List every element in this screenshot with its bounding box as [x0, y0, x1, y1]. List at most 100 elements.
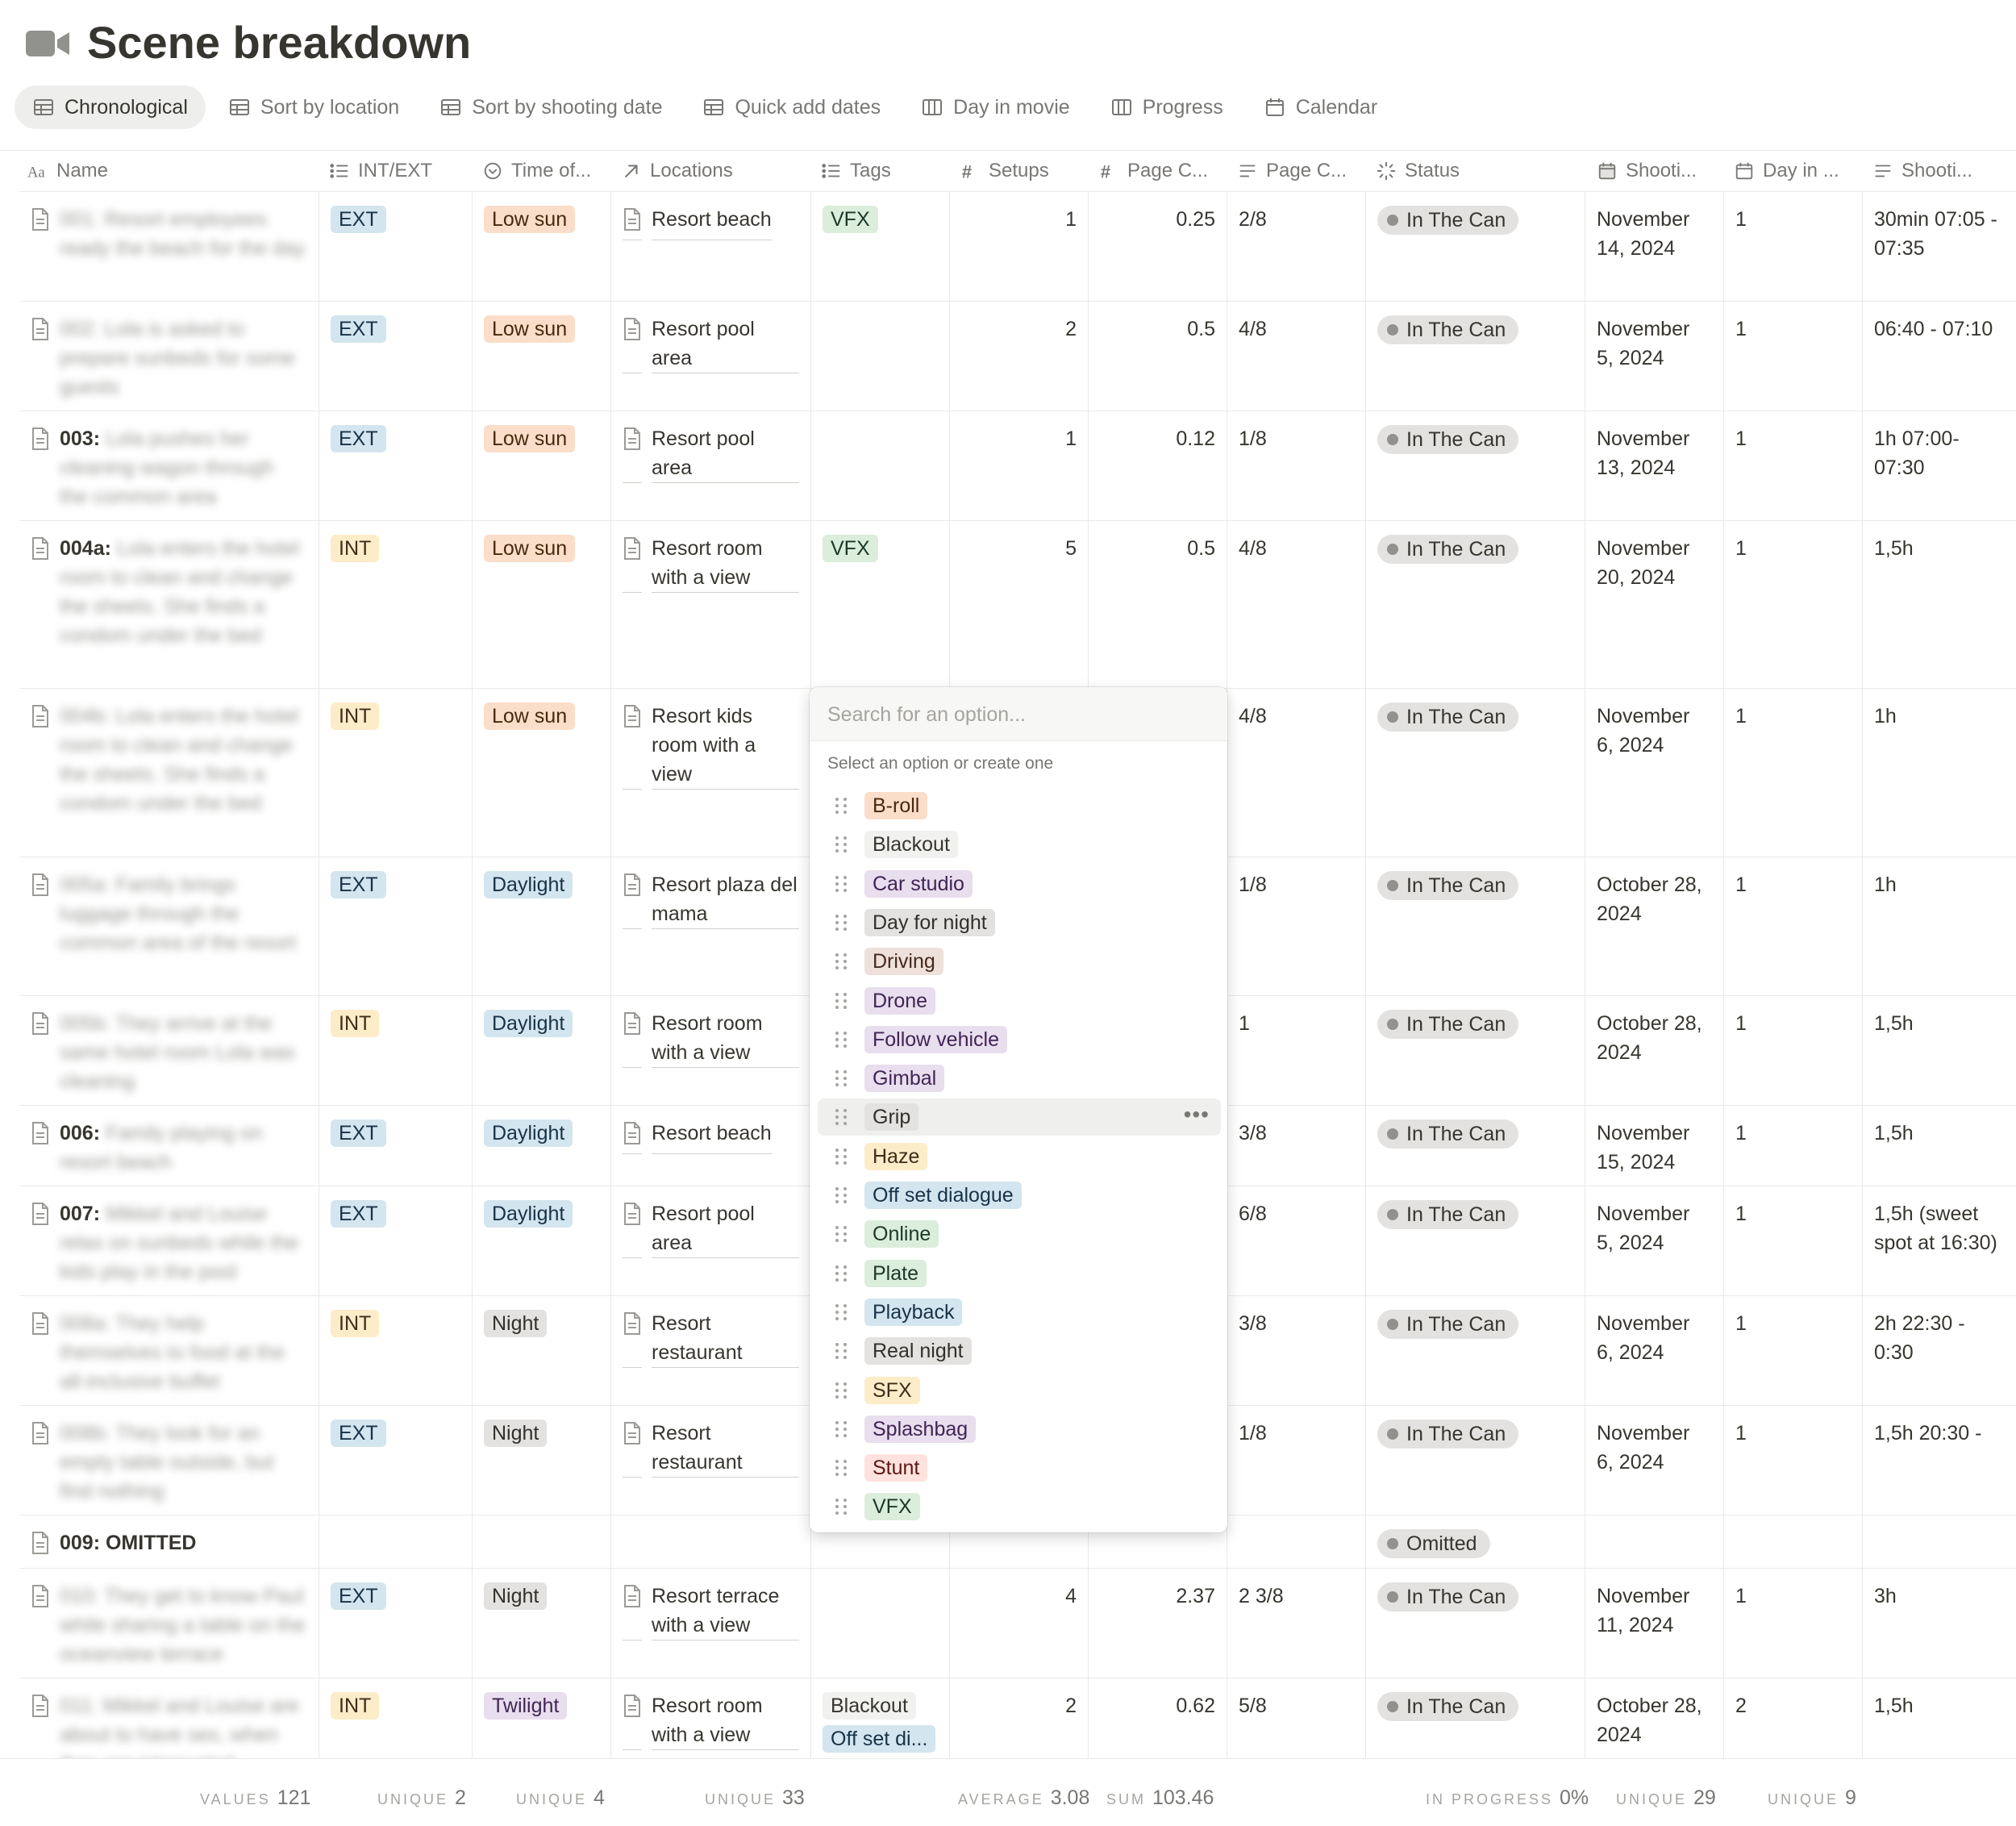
table-row[interactable]: 010: They get to know Paul while sharing…: [19, 1568, 2016, 1678]
status-cell[interactable]: In The Can: [1366, 857, 1585, 996]
time-of-day-cell[interactable]: Daylight: [473, 1106, 611, 1186]
option-vfx[interactable]: VFX: [818, 1488, 1221, 1525]
time-of-day-cell[interactable]: Low sun: [473, 302, 611, 411]
column-header-4[interactable]: Tags: [821, 151, 948, 191]
day-in-movie-cell[interactable]: 1: [1724, 857, 1863, 996]
footer-calc[interactable]: UNIQUE 29: [1616, 1786, 1716, 1810]
page-count-text-cell[interactable]: 4/8: [1227, 521, 1366, 689]
footer-calc[interactable]: IN PROGRESS 0%: [1426, 1786, 1589, 1810]
column-header-7[interactable]: Page C...: [1237, 151, 1364, 191]
shooting-date-cell[interactable]: November 6, 2024: [1585, 689, 1724, 857]
shooting-date-cell[interactable]: November 20, 2024: [1585, 521, 1724, 689]
tags-cell[interactable]: [811, 1515, 950, 1569]
location-cell[interactable]: Resort terrace with a view: [611, 1569, 811, 1678]
shooting-time-cell[interactable]: 2h 22:30 - 0:30: [1863, 1296, 2016, 1406]
shooting-time-cell[interactable]: 1,5h: [1863, 1678, 2016, 1759]
name-cell[interactable]: 003: Lola pushes her cleaning wagon thro…: [19, 411, 319, 521]
shooting-time-cell[interactable]: 1,5h (sweet spot at 16:30): [1863, 1186, 2016, 1296]
option-follow-vehicle[interactable]: Follow vehicle: [818, 1021, 1221, 1058]
drag-handle-icon[interactable]: [835, 1380, 848, 1401]
drag-handle-icon[interactable]: [835, 1302, 848, 1323]
column-header-0[interactable]: Aa Name: [27, 151, 316, 191]
name-cell[interactable]: 011: Mikkel and Louise are about to have…: [19, 1678, 319, 1759]
tags-cell[interactable]: [811, 411, 950, 521]
page-count-text-cell[interactable]: 2/8: [1227, 192, 1366, 302]
page-count-number-cell[interactable]: 2.37: [1089, 1569, 1227, 1678]
status-cell[interactable]: In The Can: [1366, 302, 1585, 411]
time-of-day-cell[interactable]: Low sun: [473, 689, 611, 857]
location-cell[interactable]: Resort pool area: [611, 302, 811, 411]
footer-calc[interactable]: SUM 103.46: [1106, 1786, 1214, 1810]
status-cell[interactable]: In The Can: [1366, 1296, 1585, 1406]
table-row[interactable]: 001: Resort employees ready the beach fo…: [19, 191, 2016, 302]
status-cell[interactable]: In The Can: [1366, 1569, 1585, 1678]
table-row[interactable]: 011: Mikkel and Louise are about to have…: [19, 1678, 2016, 1759]
time-of-day-cell[interactable]: Night: [473, 1296, 611, 1406]
status-cell[interactable]: In The Can: [1366, 1186, 1585, 1296]
int-ext-cell[interactable]: EXT: [319, 1186, 473, 1296]
tags-cell[interactable]: VFX: [811, 192, 950, 302]
status-cell[interactable]: In The Can: [1366, 1678, 1585, 1759]
tags-cell[interactable]: [811, 302, 950, 411]
name-cell[interactable]: 004b: Lola enters the hotel room to clea…: [19, 689, 319, 857]
option-haze[interactable]: Haze: [818, 1138, 1221, 1175]
page-count-text-cell[interactable]: 3/8: [1227, 1296, 1366, 1406]
time-of-day-cell[interactable]: Night: [473, 1406, 611, 1515]
drag-handle-icon[interactable]: [835, 1185, 848, 1206]
status-cell[interactable]: In The Can: [1366, 411, 1585, 521]
footer-calc[interactable]: UNIQUE 33: [705, 1786, 805, 1810]
shooting-date-cell[interactable]: [1585, 1515, 1724, 1569]
name-cell[interactable]: 010: They get to know Paul while sharing…: [19, 1569, 319, 1678]
shooting-date-cell[interactable]: October 28, 2024: [1585, 857, 1724, 996]
time-of-day-cell[interactable]: Daylight: [473, 857, 611, 996]
time-of-day-cell[interactable]: [473, 1515, 611, 1569]
status-cell[interactable]: In The Can: [1366, 521, 1585, 689]
time-of-day-cell[interactable]: Low sun: [473, 192, 611, 302]
shooting-time-cell[interactable]: 1h: [1863, 689, 2016, 857]
tags-cell[interactable]: VFX: [811, 521, 950, 689]
shooting-date-cell[interactable]: November 6, 2024: [1585, 1406, 1724, 1515]
setups-cell[interactable]: 1: [950, 192, 1089, 302]
location-cell[interactable]: Resort restaurant: [611, 1406, 811, 1515]
table-row[interactable]: 005b: They arrive at the same hotel room…: [19, 995, 2016, 1106]
shooting-time-cell[interactable]: 1,5h: [1863, 1106, 2016, 1186]
status-cell[interactable]: In The Can: [1366, 192, 1585, 302]
name-cell[interactable]: 004a: Lola enters the hotel room to clea…: [19, 521, 319, 689]
drag-handle-icon[interactable]: [835, 795, 848, 816]
location-link[interactable]: Resort pool area: [623, 315, 799, 373]
location-cell[interactable]: Resort room with a view: [611, 521, 811, 689]
setups-cell[interactable]: 2: [950, 1678, 1089, 1759]
setups-cell[interactable]: [950, 1515, 1089, 1569]
option-real-night[interactable]: Real night: [818, 1332, 1221, 1370]
time-of-day-cell[interactable]: Low sun: [473, 521, 611, 689]
day-in-movie-cell[interactable]: 1: [1724, 521, 1863, 689]
option-car-studio[interactable]: Car studio: [818, 865, 1221, 903]
column-header-6[interactable]: # Page C...: [1098, 151, 1226, 191]
column-header-3[interactable]: Locations: [621, 151, 810, 191]
drag-handle-icon[interactable]: [835, 1224, 848, 1244]
shooting-date-cell[interactable]: November 15, 2024: [1585, 1106, 1724, 1186]
shooting-date-cell[interactable]: November 5, 2024: [1585, 302, 1724, 411]
location-link[interactable]: Resort beach: [623, 1119, 799, 1154]
view-tab-day-in-movie[interactable]: Day in movie: [903, 85, 1088, 129]
int-ext-cell[interactable]: INT: [319, 521, 473, 689]
int-ext-cell[interactable]: EXT: [319, 411, 473, 521]
day-in-movie-cell[interactable]: 1: [1724, 689, 1863, 857]
drag-handle-icon[interactable]: [835, 1340, 848, 1361]
drag-handle-icon[interactable]: [835, 1419, 848, 1440]
name-cell[interactable]: 009: OMITTED: [19, 1515, 319, 1569]
name-cell[interactable]: 006: Family playing on resort beach: [19, 1106, 319, 1186]
page-count-text-cell[interactable]: [1227, 1515, 1366, 1569]
location-link[interactable]: Resort pool area: [623, 1199, 799, 1258]
time-of-day-cell[interactable]: Daylight: [473, 1186, 611, 1296]
column-header-9[interactable]: Shooti...: [1597, 151, 1724, 191]
page-count-number-cell[interactable]: 0.62: [1089, 1678, 1227, 1759]
column-header-10[interactable]: Day in ...: [1734, 151, 1861, 191]
location-cell[interactable]: Resort pool area: [611, 1186, 811, 1296]
view-tab-chronological[interactable]: Chronological: [15, 85, 206, 129]
option-sfx[interactable]: SFX: [818, 1372, 1221, 1409]
location-link[interactable]: Resort terrace with a view: [623, 1582, 799, 1640]
location-link[interactable]: Resort pool area: [623, 424, 799, 483]
int-ext-cell[interactable]: INT: [319, 996, 473, 1106]
drag-handle-icon[interactable]: [835, 951, 848, 972]
